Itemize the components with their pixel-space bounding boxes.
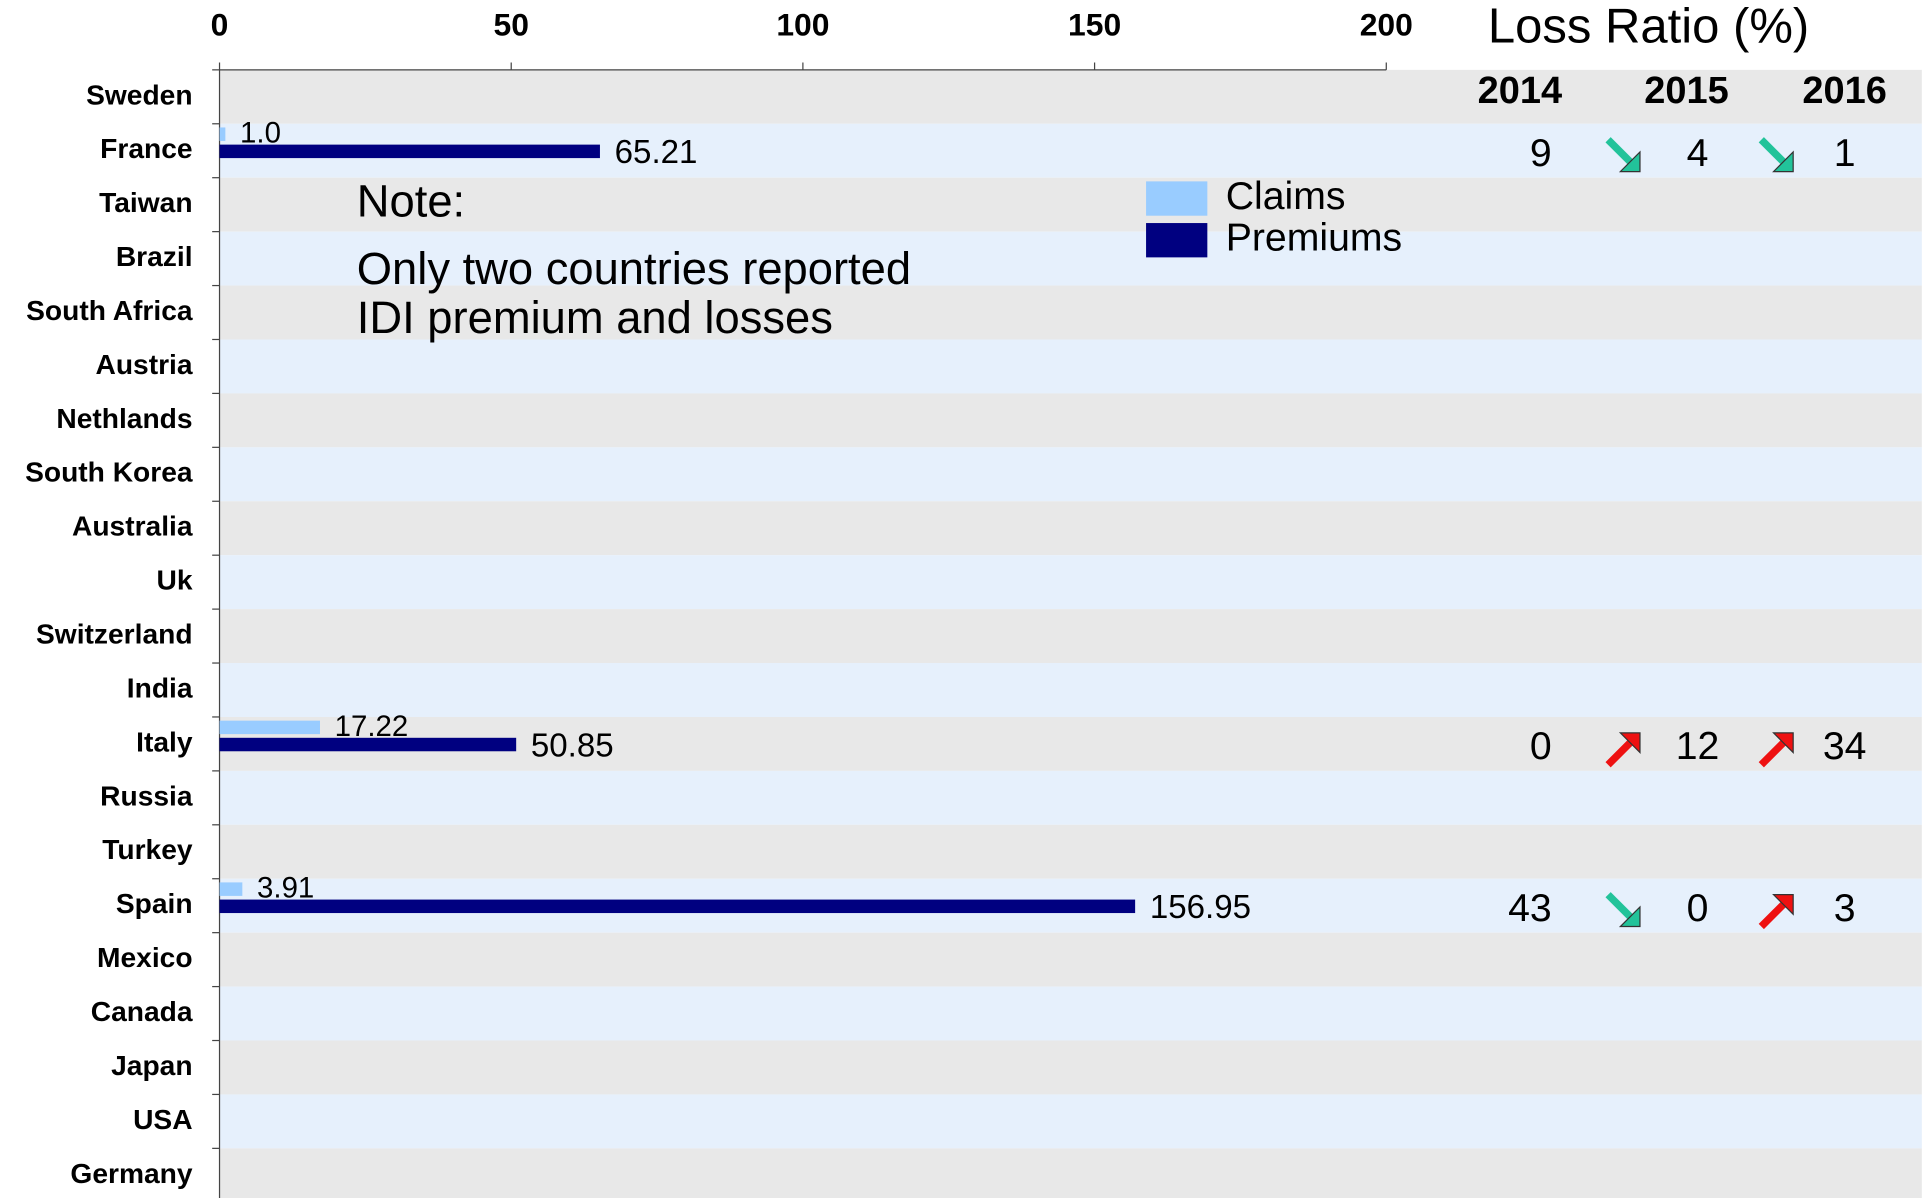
- x-tick-label: 100: [776, 6, 829, 42]
- x-tick-label: 200: [1360, 6, 1413, 42]
- y-tick-label: South Korea: [25, 456, 193, 488]
- y-tick-label: Turkey: [102, 833, 193, 865]
- arrow-down: [1605, 137, 1641, 173]
- arrow-part: [1772, 150, 1794, 173]
- loss-ratio-value: 43: [1508, 887, 1552, 930]
- y-tick-label: South Africa: [26, 294, 193, 326]
- x-tick-label: 150: [1068, 6, 1121, 42]
- y-tick-label: India: [127, 671, 193, 703]
- row-band: [219, 1040, 1922, 1095]
- arrow-up: [1758, 894, 1794, 930]
- row-band: [219, 824, 1922, 879]
- y-tick-label: Russia: [100, 779, 193, 811]
- arrow-down: [1758, 137, 1794, 173]
- row-band: [219, 447, 1922, 502]
- loss-ratio-value: 0: [1530, 725, 1552, 768]
- y-tick-label: Australia: [72, 510, 193, 542]
- y-tick-label: France: [100, 132, 192, 164]
- row-band: [219, 609, 1922, 664]
- arrow-part: [1758, 137, 1790, 169]
- arrow-up: [1605, 732, 1641, 768]
- loss-ratio-value: 1: [1834, 132, 1856, 175]
- y-tick-label: Austria: [96, 348, 193, 380]
- arrow-part: [1605, 137, 1637, 169]
- row-band: [219, 69, 1922, 124]
- row-band: [219, 1094, 1922, 1149]
- row-band: [219, 770, 1922, 825]
- row-band: [219, 393, 1922, 448]
- loss-ratio-value: 34: [1823, 725, 1867, 768]
- y-tick-label: Brazil: [116, 240, 193, 272]
- x-tick-label: 0: [211, 6, 229, 42]
- year-label: 2016: [1802, 70, 1887, 112]
- legend-swatch: [1146, 223, 1208, 258]
- year-label: 2014: [1478, 70, 1563, 112]
- annotation: Only two countries reported: [357, 243, 911, 294]
- arrow-part: [1605, 892, 1637, 924]
- value-label: 1.0: [240, 117, 281, 150]
- row-band: [219, 555, 1922, 610]
- arrow-part: [1758, 898, 1790, 930]
- row-band: [219, 339, 1922, 394]
- arrow-part: [1618, 150, 1641, 173]
- x-tick-label: 50: [493, 6, 528, 42]
- annotation: Note:: [357, 176, 465, 227]
- value-label: 17.22: [335, 710, 409, 743]
- arrow-part: [1605, 736, 1637, 768]
- claims-bar: [219, 127, 226, 141]
- premiums-bar: [219, 737, 517, 752]
- legend-swatch: [1146, 181, 1208, 216]
- y-tick-label: Japan: [111, 1049, 192, 1081]
- legend-label: Claims: [1226, 175, 1346, 218]
- y-tick-label: Canada: [91, 995, 193, 1027]
- year-label: 2015: [1644, 70, 1729, 112]
- y-tick-label: Nethlands: [56, 402, 192, 434]
- y-tick-label: Taiwan: [99, 186, 192, 218]
- row-band: [219, 663, 1922, 717]
- y-tick-label: Germany: [70, 1157, 192, 1189]
- value-label: 65.21: [615, 134, 698, 171]
- loss-ratio-value: 0: [1687, 887, 1709, 930]
- row-band: [219, 177, 1922, 232]
- row-band: [219, 501, 1922, 556]
- y-tick-label: Sweden: [86, 78, 192, 110]
- value-label: 50.85: [531, 727, 614, 764]
- y-tick-label: Switzerland: [36, 618, 193, 650]
- arrow-part: [1618, 732, 1641, 754]
- y-tick-label: Spain: [116, 887, 193, 919]
- loss-ratio-title: Loss Ratio (%): [1488, 0, 1809, 53]
- y-tick-label: Italy: [136, 725, 193, 757]
- y-tick-label: Uk: [157, 564, 193, 596]
- y-tick-label: Mexico: [97, 941, 193, 973]
- arrow-up: [1758, 732, 1794, 768]
- row-band: [219, 231, 1922, 286]
- premiums-bar: [219, 144, 600, 159]
- loss-ratio-value: 3: [1834, 887, 1856, 930]
- loss-ratio-value: 9: [1530, 132, 1552, 175]
- loss-ratio-value: 4: [1687, 132, 1709, 175]
- premiums-bar: [219, 899, 1136, 914]
- arrow-part: [1772, 894, 1794, 916]
- arrow-part: [1758, 736, 1790, 768]
- arrow-part: [1772, 732, 1794, 754]
- legend-label: Premiums: [1226, 217, 1402, 260]
- value-label: 3.91: [257, 872, 314, 905]
- row-band: [219, 986, 1922, 1041]
- claims-bar: [219, 720, 320, 735]
- row-band: [219, 1148, 1922, 1198]
- row-band: [219, 932, 1922, 987]
- value-label: 156.95: [1150, 889, 1251, 926]
- annotation: IDI premium and losses: [357, 292, 833, 343]
- arrow-part: [1618, 905, 1641, 928]
- loss-ratio-value: 12: [1676, 725, 1720, 768]
- y-tick-label: USA: [133, 1103, 192, 1135]
- row-band: [219, 285, 1922, 340]
- claims-bar: [219, 882, 243, 896]
- arrow-down: [1605, 892, 1641, 928]
